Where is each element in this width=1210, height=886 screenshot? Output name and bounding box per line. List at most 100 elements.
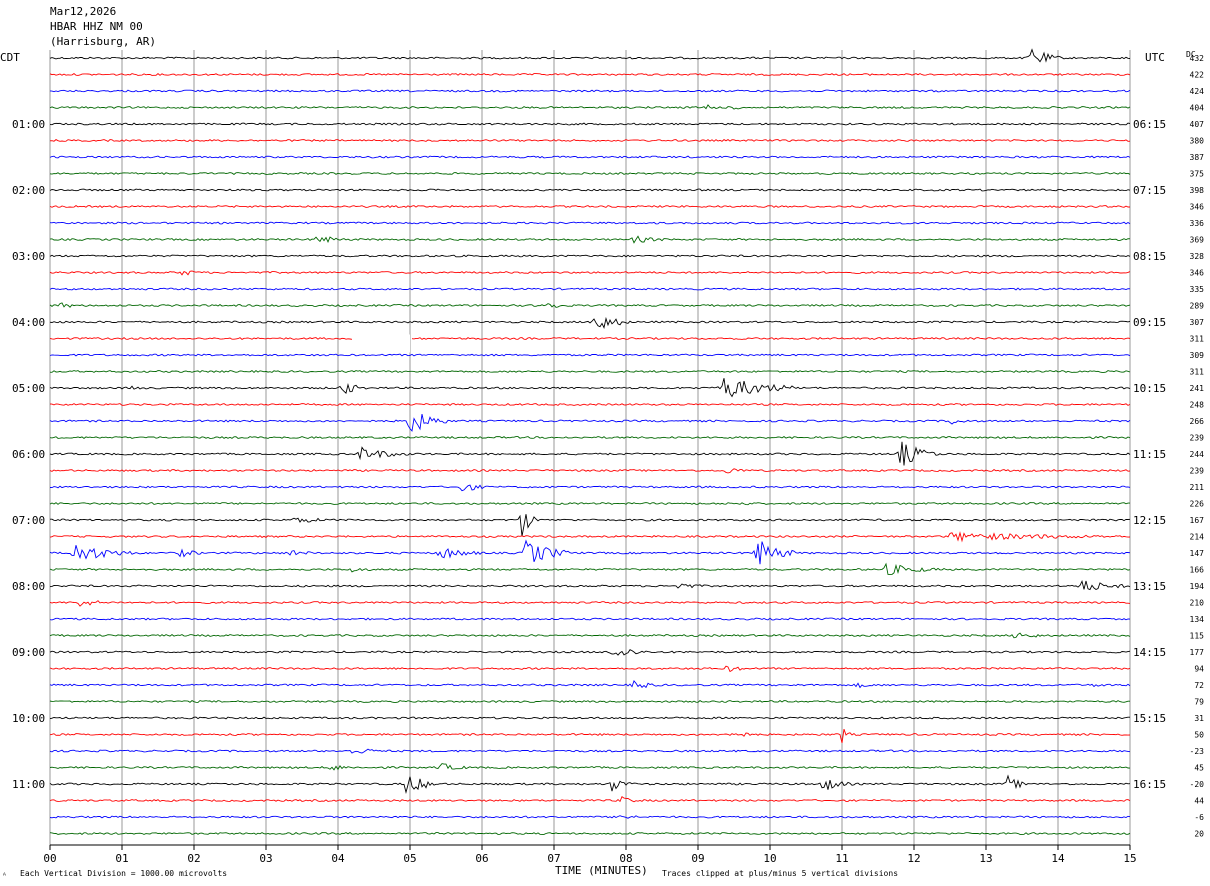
trace-row-12 xyxy=(49,254,1131,258)
trace-row-32 xyxy=(49,579,1131,591)
trace-row-34 xyxy=(49,617,1131,621)
trace-row-11 xyxy=(49,235,1131,244)
dc-offset-label: 422 xyxy=(1190,71,1205,80)
trace-row-26 xyxy=(49,484,1131,492)
dc-offset-label: 424 xyxy=(1190,87,1205,96)
trace-row-20 xyxy=(49,378,1131,398)
cdt-time-label: 04:00 xyxy=(12,316,45,329)
trace-row-3 xyxy=(49,104,1131,110)
dc-offset-label: 407 xyxy=(1190,120,1205,129)
dc-offset-label: 248 xyxy=(1190,401,1205,410)
trace-row-22 xyxy=(49,414,1131,432)
cdt-time-labels: 01:00 02:00 03:00 04:00 05:00 06:00 07:00 08:00… xyxy=(12,118,45,791)
dc-offset-label: 336 xyxy=(1190,219,1205,228)
trace-row-40 xyxy=(49,716,1130,720)
chart-header: Mar12,2026 HBAR HHZ NM 00 (Harrisburg, A… xyxy=(50,4,156,49)
trace-row-36 xyxy=(49,649,1131,656)
utc-time-labels: 06:15 07:15 08:15 09:15 10:15 11:15 12:15 13:15… xyxy=(1133,118,1166,791)
x-tick-label: 05 xyxy=(403,852,416,865)
dc-offset-label: 309 xyxy=(1190,351,1205,360)
dc-offset-label: 226 xyxy=(1190,500,1205,509)
x-tick-label: 14 xyxy=(1051,852,1065,865)
trace-row-45 xyxy=(49,796,1131,803)
clip-note: Traces clipped at plus/minus 5 vertical … xyxy=(662,869,898,878)
dc-offset-label: 387 xyxy=(1190,153,1205,162)
dc-offset-label: 45 xyxy=(1194,764,1204,773)
dc-offset-label: 194 xyxy=(1190,582,1205,591)
dc-offset-label: 369 xyxy=(1190,236,1205,245)
trace-row-4 xyxy=(49,122,1131,126)
cdt-time-label: 01:00 xyxy=(12,118,45,131)
trace-row-37 xyxy=(49,665,1131,673)
dc-offset-label: 79 xyxy=(1194,698,1204,707)
cdt-time-label: 05:00 xyxy=(12,382,45,395)
dc-offset-label: 311 xyxy=(1190,335,1205,344)
utc-time-label: 11:15 xyxy=(1133,448,1166,461)
dc-offset-label: 20 xyxy=(1194,830,1204,839)
trace-row-7 xyxy=(49,172,1131,175)
trace-row-46 xyxy=(49,815,1131,819)
dc-column-label: DC xyxy=(1186,50,1196,59)
x-tick-label: 15 xyxy=(1123,852,1136,865)
x-axis-title: TIME (MINUTES) xyxy=(555,864,648,877)
trace-row-16 xyxy=(49,316,1131,329)
dc-offset-label: 241 xyxy=(1190,384,1205,393)
trace-row-5 xyxy=(49,139,1131,142)
dc-offset-label: 289 xyxy=(1190,302,1205,311)
dc-offset-label: 239 xyxy=(1190,467,1205,476)
location-label: (Harrisburg, AR) xyxy=(50,35,156,48)
x-tick-label: 07 xyxy=(547,852,560,865)
cdt-time-label: 07:00 xyxy=(12,514,45,527)
trace-row-2 xyxy=(49,89,1131,93)
scale-note: Each Vertical Division = 1000.00 microvo… xyxy=(20,869,227,878)
x-tick-label: 11 xyxy=(835,852,848,865)
trace-row-28 xyxy=(50,514,1131,537)
trace-row-25 xyxy=(49,468,1131,474)
x-tick-label: 10 xyxy=(763,852,776,865)
cdt-time-label: 10:00 xyxy=(12,712,45,725)
cdt-time-label: 02:00 xyxy=(12,184,45,197)
trace-row-6 xyxy=(49,155,1131,159)
trace-row-43 xyxy=(49,763,1131,771)
x-axis-ticks: 00 01 02 03 04 05 06 07 08 09 10 11 12 13 14 15 xyxy=(43,845,1137,865)
dc-offset-label: 210 xyxy=(1190,599,1205,608)
utc-axis-label: UTC xyxy=(1145,51,1165,64)
trace-row-19 xyxy=(49,370,1131,374)
cdt-time-label: 11:00 xyxy=(12,778,45,791)
dc-offset-label: 380 xyxy=(1190,137,1205,146)
dc-offset-label: 211 xyxy=(1190,483,1205,492)
x-tick-label: 03 xyxy=(259,852,272,865)
dc-offset-label: 167 xyxy=(1190,516,1205,525)
dc-offset-label: 177 xyxy=(1190,648,1205,657)
trace-row-35 xyxy=(49,632,1131,639)
dc-offset-label: 147 xyxy=(1190,549,1205,558)
trace-row-33 xyxy=(49,600,1131,607)
x-tick-label: 00 xyxy=(43,852,56,865)
trace-row-21 xyxy=(49,403,1131,406)
trace-row-47 xyxy=(49,832,1131,835)
dc-offset-label: 244 xyxy=(1190,450,1205,459)
trace-row-24 xyxy=(49,441,1131,466)
data-gaps xyxy=(352,334,410,353)
data-gap xyxy=(352,334,410,353)
dc-offset-label: 50 xyxy=(1194,731,1204,740)
trace-row-18 xyxy=(49,353,1131,357)
trace-row-15 xyxy=(49,302,1131,308)
trace-row-17 xyxy=(49,337,1131,340)
dc-offset-label: 375 xyxy=(1190,170,1205,179)
dc-offset-label: 328 xyxy=(1190,252,1205,261)
dc-offset-label: 166 xyxy=(1190,566,1205,575)
dc-offset-labels: 432 422 424 404 407 380 387 375 398 346 336 369 328 3… xyxy=(1190,54,1205,839)
dc-offset-label: 398 xyxy=(1190,186,1205,195)
x-tick-label: 09 xyxy=(691,852,704,865)
x-tick-label: 12 xyxy=(907,852,920,865)
trace-row-44 xyxy=(49,774,1131,794)
trace-row-8 xyxy=(49,188,1131,192)
utc-time-label: 13:15 xyxy=(1133,580,1166,593)
x-tick-label: 01 xyxy=(115,852,128,865)
minute-gridlines xyxy=(49,50,1131,845)
dc-offset-label: 31 xyxy=(1194,714,1204,723)
dc-offset-label: 432 xyxy=(1190,54,1205,63)
utc-time-label: 14:15 xyxy=(1133,646,1166,659)
